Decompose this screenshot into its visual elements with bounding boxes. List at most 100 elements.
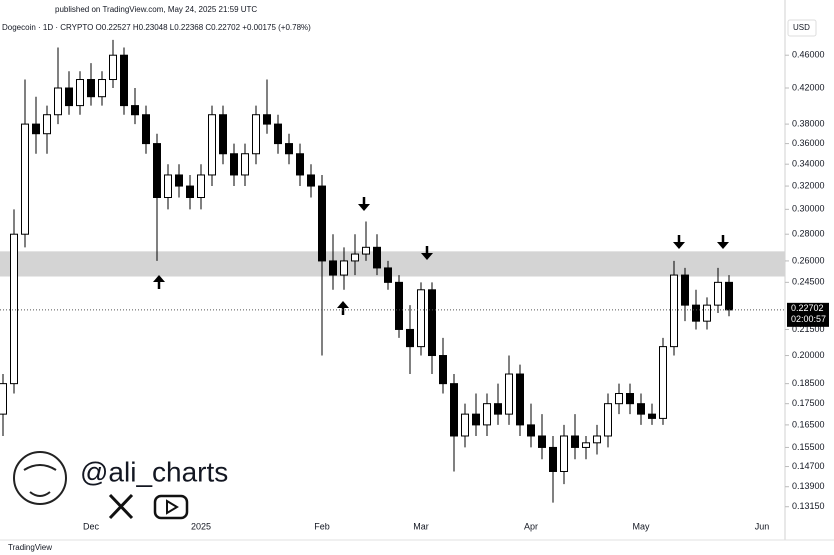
- candle-body: [637, 403, 645, 415]
- candle-body: [252, 114, 260, 155]
- y-tick-label: 0.14700: [792, 461, 825, 471]
- youtube-play: [166, 499, 179, 515]
- candle-body: [648, 413, 656, 419]
- x-tick-label: Feb: [314, 521, 330, 531]
- y-tick-label: 0.21500: [792, 324, 825, 334]
- down-arrow: [421, 246, 433, 260]
- candle-body: [120, 54, 128, 107]
- candle-body: [164, 174, 172, 199]
- y-tick-label: 0.36000: [792, 138, 825, 148]
- candle-body: [296, 153, 304, 176]
- candle-body: [285, 143, 293, 155]
- candle-body: [175, 174, 183, 187]
- candle-body: [98, 79, 106, 98]
- candle-body: [87, 79, 95, 98]
- y-tick-label: 0.15500: [792, 442, 825, 452]
- candle-body: [461, 413, 469, 437]
- y-tick-label: 0.18500: [792, 378, 825, 388]
- candle-body: [626, 393, 634, 405]
- candle-body: [274, 123, 282, 145]
- candle-body: [505, 373, 513, 415]
- y-tick-label: 0.32000: [792, 180, 825, 190]
- candle-body: [263, 114, 271, 125]
- avatar-face: [23, 464, 57, 497]
- candle-body: [219, 114, 227, 155]
- x-tick-label: Apr: [524, 521, 538, 531]
- y-tick-label: 0.28000: [792, 229, 825, 239]
- candle-body: [329, 260, 337, 276]
- candle-body: [32, 123, 40, 135]
- x-tick-label: 2025: [191, 521, 211, 531]
- resistance-zone: [0, 251, 785, 277]
- candle-body: [54, 87, 62, 116]
- avatar: [13, 451, 67, 505]
- candle-body: [318, 185, 326, 262]
- candle-body: [604, 403, 612, 437]
- down-arrow: [358, 197, 370, 211]
- candle-body: [582, 442, 590, 448]
- candle-body: [549, 446, 557, 472]
- candle-body: [43, 114, 51, 135]
- candle-body: [351, 253, 359, 262]
- y-tick-label: 0.30000: [792, 204, 825, 214]
- candle-body: [395, 281, 403, 330]
- down-arrow: [717, 235, 729, 249]
- watermark: @ali_charts: [13, 451, 228, 520]
- footer-brand: TradingView: [8, 543, 52, 552]
- price-label-box: [787, 302, 829, 327]
- y-tick-label: 0.38000: [792, 118, 825, 128]
- candle-body: [527, 424, 535, 437]
- y-tick-label: 0.17500: [792, 398, 825, 408]
- candle-body: [560, 435, 568, 472]
- candle-body: [406, 328, 414, 348]
- y-tick-label: 0.42000: [792, 82, 825, 92]
- annotation-arrows: [153, 197, 729, 315]
- candle-body: [76, 79, 84, 107]
- y-tick-label: 0.13150: [792, 501, 825, 511]
- candle-body: [197, 174, 205, 199]
- y-tick-label: 0.26000: [792, 255, 825, 265]
- candle-body: [65, 87, 73, 107]
- y-tick-label: 0.46000: [792, 50, 825, 60]
- candle-body: [516, 373, 524, 426]
- candle-body: [659, 346, 667, 419]
- published-note: published on TradingView.com, May 24, 20…: [55, 5, 257, 14]
- down-arrow: [673, 235, 685, 249]
- candle-body: [307, 174, 315, 187]
- candle-body: [10, 233, 18, 385]
- candle-body: [0, 383, 7, 415]
- candle-body: [373, 246, 381, 269]
- candle-body: [494, 403, 502, 415]
- candle-body: [670, 274, 678, 348]
- candle-body: [615, 393, 623, 405]
- candle-body: [208, 114, 216, 176]
- candle-body: [241, 153, 249, 176]
- candle-body: [340, 260, 348, 276]
- candle-body: [142, 114, 150, 145]
- candle-body: [362, 246, 370, 255]
- y-tick-label: 0.34000: [792, 159, 825, 169]
- candle-body: [450, 383, 458, 437]
- current-price-label: 0.22702: [791, 303, 824, 313]
- candle-body: [428, 289, 436, 357]
- candle-body: [230, 153, 238, 176]
- candle-body: [483, 403, 491, 426]
- currency-box: [787, 19, 817, 37]
- youtube-icon: [153, 494, 189, 520]
- y-tick-label: 0.16500: [792, 419, 825, 429]
- candle-body: [692, 304, 700, 322]
- x-tick-label: Mar: [413, 521, 429, 531]
- candle-body: [384, 267, 392, 283]
- candle-body: [703, 304, 711, 322]
- candle-body: [131, 105, 139, 116]
- candle-body: [593, 435, 601, 444]
- candle-body: [186, 185, 194, 199]
- candle-body: [417, 289, 425, 348]
- up-arrow: [153, 275, 165, 289]
- candle-body: [681, 274, 689, 306]
- currency: USD: [793, 23, 810, 32]
- handle: @ali_charts: [80, 456, 228, 487]
- x-icon: [108, 493, 134, 520]
